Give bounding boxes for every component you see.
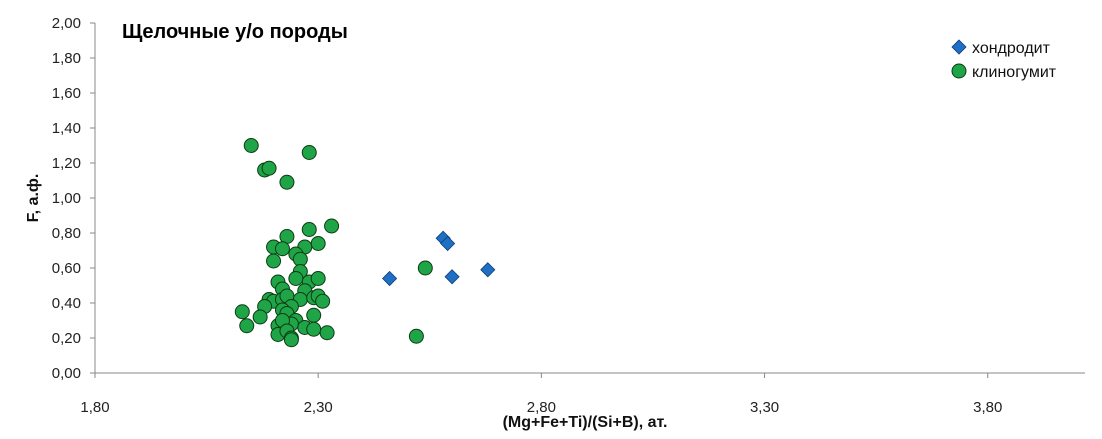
- clinohumite-point: [310, 236, 326, 251]
- y-tick-label: 0,60: [52, 260, 81, 277]
- x-tick-label: 3,80: [973, 399, 1002, 416]
- clinohumite-point: [279, 174, 295, 190]
- clinohumite-point: [319, 325, 335, 341]
- y-tick-labels: 0,00 0,20 0,40 0,60 0,80 1,00 1,20 1,40 1,60 1,80…: [52, 15, 81, 382]
- chondrodite-point: [382, 270, 398, 287]
- y-tick-label: 1,00: [52, 190, 81, 207]
- data-points: [234, 138, 496, 348]
- clinohumite-point: [417, 260, 433, 276]
- x-axis-title: (Mg+Fe+Ti)/(Si+B), ат.: [503, 414, 668, 431]
- clinohumite-point: [234, 304, 250, 320]
- clinohumite-point: [288, 271, 304, 286]
- clinohumite-point: [306, 321, 322, 337]
- clinohumite-point: [301, 222, 317, 237]
- clinohumite-point: [310, 271, 326, 286]
- clinohumite-point: [239, 318, 255, 334]
- legend-label: клиногумит: [972, 64, 1057, 81]
- y-tick-label: 1,80: [52, 50, 81, 67]
- clinohumite-point: [243, 138, 259, 153]
- y-tick-label: 0,00: [52, 365, 81, 382]
- clinohumite-point: [274, 241, 290, 257]
- y-tick-label: 0,80: [52, 225, 81, 242]
- y-tick-label: 1,20: [52, 155, 81, 172]
- clinohumite-point: [252, 309, 268, 325]
- chondrodite-point: [444, 269, 460, 285]
- clinohumite-point: [261, 160, 277, 176]
- chondrodite-point: [480, 262, 496, 278]
- x-tick-label: 2,80: [527, 399, 556, 416]
- y-axis-title: F, а.ф.: [25, 174, 42, 223]
- y-tick-label: 0,20: [52, 330, 81, 347]
- axes: [90, 22, 1085, 378]
- y-tick-label: 1,40: [52, 120, 81, 137]
- y-tick-label: 1,60: [52, 85, 81, 102]
- legend-chondrodite-marker: [951, 39, 967, 55]
- clinohumite-point: [283, 332, 299, 348]
- legend: хондродит клиногумит: [951, 39, 1057, 81]
- x-tick-labels: 1,80 2,30 2,80 3,30 3,80: [80, 399, 1002, 416]
- legend-label: хондродит: [972, 40, 1051, 57]
- clinohumite-point: [408, 328, 424, 344]
- x-tick-label: 2,30: [304, 399, 333, 416]
- y-tick-label: 2,00: [52, 15, 81, 32]
- clinohumite-point: [306, 307, 322, 323]
- clinohumite-point: [315, 293, 331, 309]
- legend-clinohumite-marker: [951, 63, 967, 79]
- y-tick-label: 0,40: [52, 295, 81, 312]
- chart-title: Щелочные у/о породы: [122, 21, 348, 43]
- x-tick-label: 3,30: [750, 399, 779, 416]
- clinohumite-point: [301, 145, 317, 160]
- chondrodite-point: [440, 235, 456, 252]
- clinohumite-point: [324, 218, 340, 234]
- clinohumite-point: [266, 253, 282, 269]
- x-tick-label: 1,80: [80, 399, 109, 416]
